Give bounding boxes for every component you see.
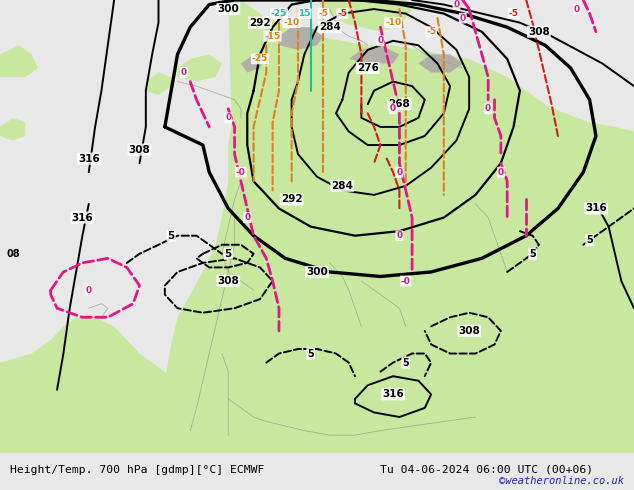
Text: Tu 04-06-2024 06:00 UTC (00+06): Tu 04-06-2024 06:00 UTC (00+06) [380,465,593,475]
Text: 0: 0 [244,213,250,222]
Text: 292: 292 [281,195,302,204]
Text: 316: 316 [72,213,93,222]
Text: 308: 308 [217,276,239,286]
Text: 276: 276 [357,63,378,73]
Text: 08: 08 [6,249,20,259]
Text: 316: 316 [78,154,100,164]
Polygon shape [146,73,171,95]
Text: 5: 5 [307,348,314,359]
Text: 0: 0 [396,168,403,177]
Text: 0: 0 [485,104,491,113]
Text: 308: 308 [129,145,150,154]
Polygon shape [279,27,323,50]
Text: 0: 0 [396,231,403,240]
Text: -5: -5 [318,9,328,18]
Text: 268: 268 [389,99,410,109]
Polygon shape [158,0,634,453]
Text: 0: 0 [181,68,187,77]
Text: 300: 300 [217,4,239,14]
Text: Height/Temp. 700 hPa [gdmp][°C] ECMWF: Height/Temp. 700 hPa [gdmp][°C] ECMWF [10,465,264,475]
Text: 308: 308 [528,27,550,37]
Text: -10: -10 [385,18,401,27]
Text: 0: 0 [390,104,396,113]
Text: 0: 0 [453,0,460,9]
Text: -5: -5 [337,9,347,18]
Text: -5: -5 [426,27,436,36]
Text: 15: 15 [298,9,311,18]
Text: 5: 5 [224,249,232,259]
Polygon shape [0,0,634,453]
Text: 5: 5 [403,358,409,368]
Text: -0: -0 [401,276,411,286]
Polygon shape [317,0,412,32]
Text: 0: 0 [225,113,231,122]
Text: 5: 5 [167,231,175,241]
Text: -10: -10 [283,18,300,27]
Text: 300: 300 [306,267,328,277]
Text: 5: 5 [529,249,536,259]
Polygon shape [418,54,463,73]
Text: -0: -0 [236,168,246,177]
Text: -5: -5 [508,9,519,18]
Text: -25: -25 [252,54,268,63]
Text: 316: 316 [382,390,404,399]
Polygon shape [349,46,399,64]
Text: 0: 0 [498,168,504,177]
Text: 5: 5 [586,235,593,245]
Text: 0: 0 [574,4,580,14]
Text: 292: 292 [249,18,271,27]
Text: 0: 0 [86,286,92,294]
Text: 308: 308 [458,326,480,336]
Text: -25: -25 [271,9,287,18]
Polygon shape [0,118,25,141]
Polygon shape [178,54,222,82]
Text: -15: -15 [264,32,281,41]
Text: 316: 316 [585,203,607,214]
Text: 284: 284 [319,22,340,32]
Text: 0: 0 [377,36,384,45]
Text: 0: 0 [460,14,466,23]
Text: 284: 284 [332,181,353,191]
Text: ©weatheronline.co.uk: ©weatheronline.co.uk [500,476,624,486]
Polygon shape [241,54,266,73]
Polygon shape [0,46,38,77]
